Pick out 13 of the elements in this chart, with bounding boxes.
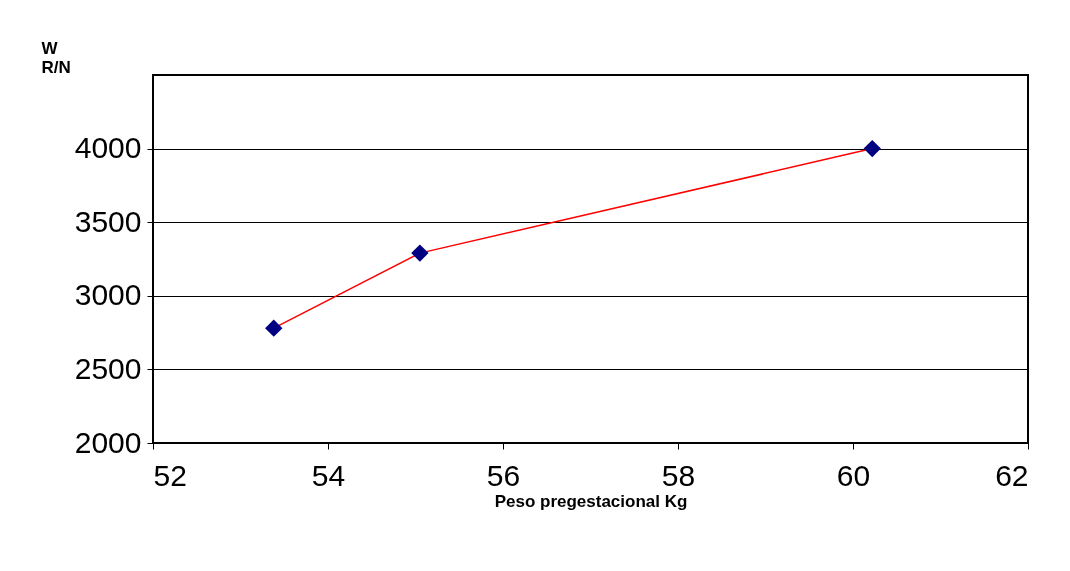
y-tick-label: 3000 [74, 278, 142, 312]
y-tick-label: 3500 [74, 204, 142, 238]
y-tick-label: 4000 [74, 131, 142, 165]
x-tick-label: 62 [995, 458, 1029, 492]
y-tick-label: 2500 [74, 351, 142, 385]
y-tick-label: 2000 [74, 425, 142, 459]
x-tick-label: 54 [311, 458, 346, 492]
y-axis-title: W R/N [41, 38, 71, 77]
x-axis-title: Peso pregestacional Kg [494, 491, 688, 511]
x-tick-label: 52 [153, 458, 187, 492]
x-tick-label: 60 [836, 458, 871, 492]
x-tick-label: 56 [486, 458, 521, 492]
x-tick-label: 58 [661, 458, 696, 492]
